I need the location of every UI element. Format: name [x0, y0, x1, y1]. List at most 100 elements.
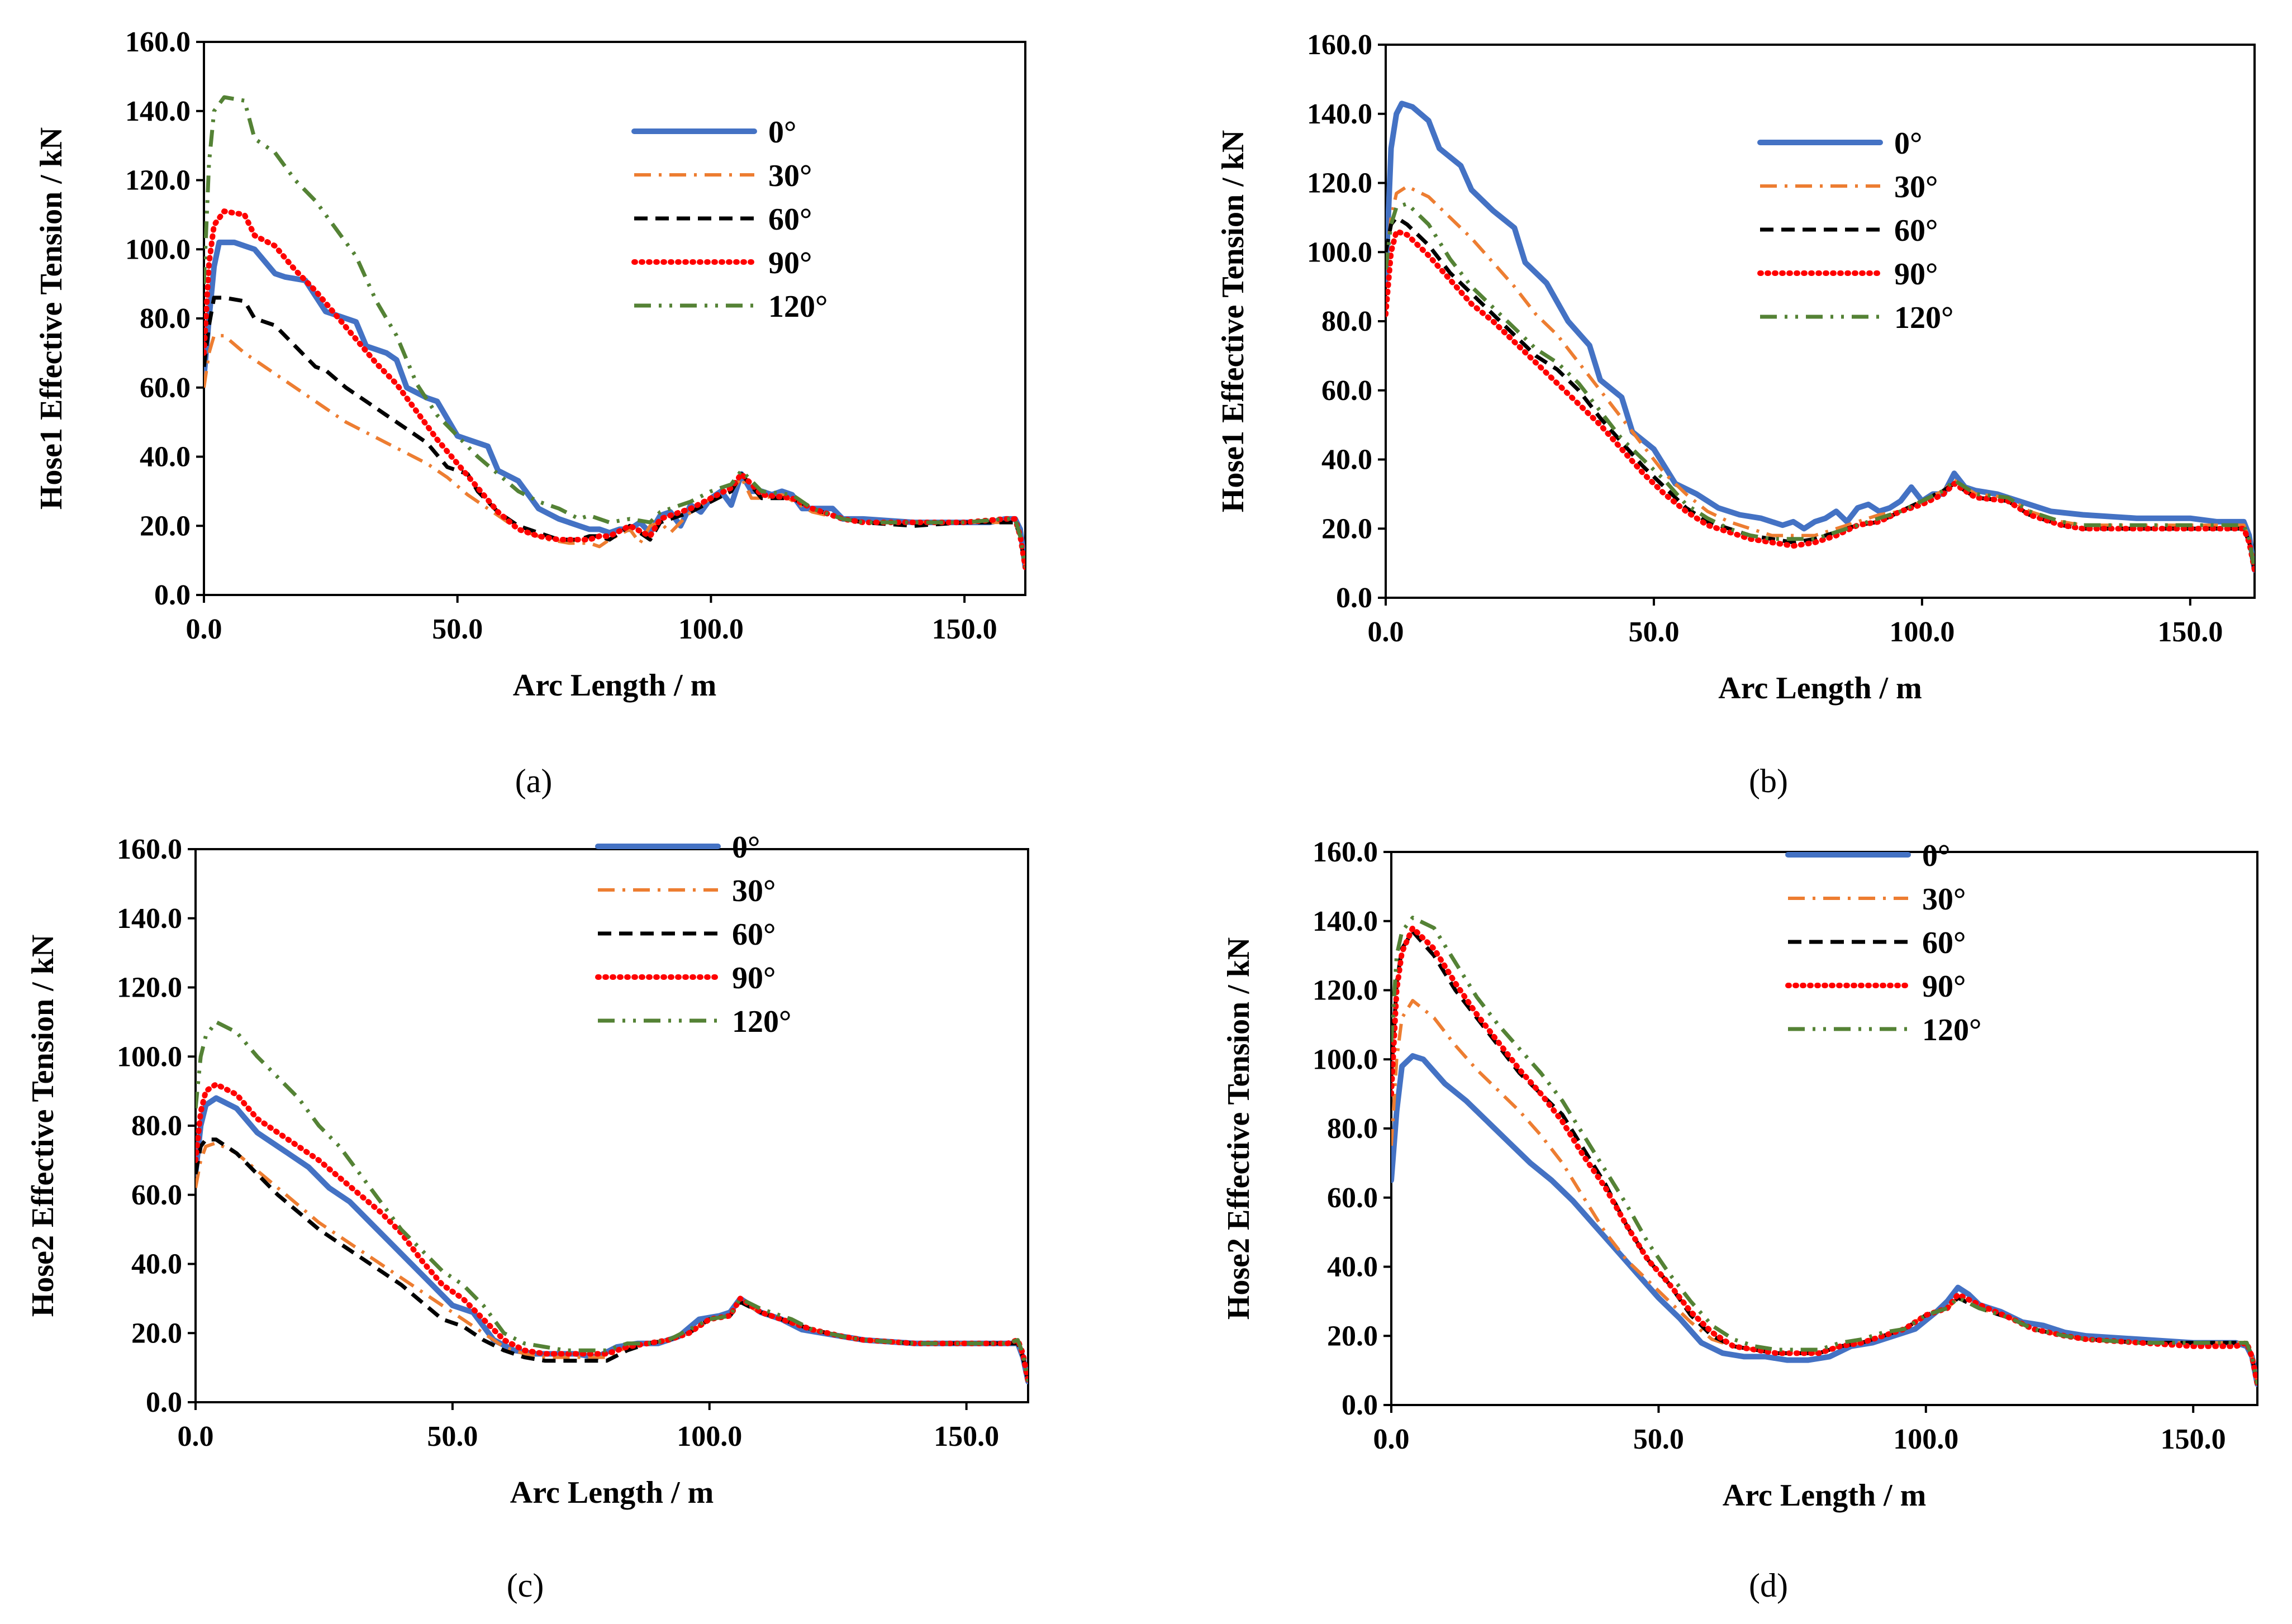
- legend: 0° 30° 60° 90° 120°: [595, 830, 791, 1039]
- series-line-120deg: [196, 1020, 1028, 1382]
- x-tick-label: 0.0: [1368, 616, 1404, 648]
- x-axis-label: Arc Length / m: [1723, 1478, 1927, 1513]
- panel-caption: (d): [1749, 1567, 1788, 1604]
- y-axis-label: Hose1 Effective Tension / kN: [1216, 130, 1250, 512]
- y-tick-label: 60.0: [131, 1179, 182, 1211]
- x-tick-label: 0.0: [186, 613, 222, 645]
- legend-label: 60°: [1894, 213, 1938, 248]
- series-line-90deg: [1386, 228, 2255, 573]
- panel-b: 0.0 20.0 40.0 60.0 80.0 100.0 120.0 140.0 160.0 0…: [1216, 29, 2256, 799]
- y-tick-label: 120.0: [117, 972, 182, 1004]
- series-line-0deg: [1391, 1053, 2257, 1387]
- legend-label: 120°: [768, 289, 828, 324]
- x-axis-label: Arc Length / m: [513, 668, 717, 703]
- legend-label: 60°: [1922, 926, 1966, 960]
- y-axis-label: Hose2 Effective Tension / kN: [1221, 937, 1256, 1320]
- legend-label: 0°: [1894, 126, 1922, 161]
- series-group: [204, 95, 1025, 570]
- legend-label: 30°: [1922, 882, 1966, 917]
- legend-label: 90°: [1922, 969, 1966, 1004]
- x-tick-label: 100.0: [677, 1421, 742, 1452]
- y-tick-label: 80.0: [131, 1110, 182, 1142]
- x-tick-label: 100.0: [1889, 616, 1955, 648]
- series-line-30deg: [204, 334, 1025, 568]
- y-tick-label: 160.0: [1313, 836, 1378, 868]
- y-tick-label: 60.0: [1321, 375, 1372, 407]
- x-tick-label: 150.0: [932, 613, 997, 645]
- legend-label: 90°: [732, 961, 776, 996]
- panel-a: 0.0 20.0 40.0 60.0 80.0 100.0 120.0 140.0 160.0 0…: [34, 26, 1026, 799]
- legend-label: 30°: [1894, 170, 1938, 204]
- legend: 0° 30° 60° 90° 120°: [1785, 839, 1981, 1047]
- series-line-90deg: [204, 208, 1025, 570]
- series-line-120deg: [204, 95, 1025, 568]
- legend-label: 60°: [768, 202, 812, 237]
- panel-caption: (b): [1749, 763, 1788, 799]
- x-tick-label: 50.0: [432, 613, 483, 645]
- y-tick-label: 80.0: [1327, 1113, 1378, 1145]
- legend-label: 30°: [768, 159, 812, 193]
- x-tick-label: 150.0: [2161, 1423, 2226, 1455]
- y-tick-label: 120.0: [1313, 975, 1378, 1007]
- legend: 0° 30° 60° 90° 120°: [1757, 126, 1953, 335]
- plot-frame: [1390, 851, 2258, 1406]
- y-tick-label: 80.0: [1321, 306, 1372, 337]
- y-tick-label: 60.0: [1327, 1182, 1378, 1214]
- y-tick-label: 0.0: [1336, 582, 1372, 614]
- legend-label: 30°: [732, 874, 776, 908]
- y-tick-label: 0.0: [1342, 1389, 1378, 1421]
- y-tick-label: 100.0: [1313, 1044, 1378, 1075]
- y-tick-label: 100.0: [1307, 236, 1372, 268]
- panel-d: 0.0 20.0 40.0 60.0 80.0 100.0 120.0 140.0 160.0 0…: [1221, 836, 2258, 1604]
- series-line-120deg: [1391, 916, 2257, 1385]
- panel-caption: (a): [515, 763, 553, 799]
- y-tick-label: 100.0: [125, 234, 191, 265]
- x-tick-label: 150.0: [2157, 616, 2223, 648]
- y-tick-label: 20.0: [131, 1317, 182, 1349]
- legend-label: 60°: [732, 917, 776, 952]
- y-tick-label: 0.0: [154, 579, 191, 611]
- series-line-0deg: [196, 1095, 1028, 1384]
- x-tick-label: 100.0: [678, 613, 744, 645]
- y-tick-label: 80.0: [140, 303, 191, 335]
- y-tick-label: 160.0: [1307, 29, 1372, 61]
- y-tick-label: 20.0: [140, 510, 191, 542]
- series-line-60deg: [1391, 929, 2257, 1385]
- y-axis-label: Hose1 Effective Tension / kN: [34, 127, 69, 509]
- x-tick-label: 0.0: [1373, 1423, 1410, 1455]
- series-line-30deg: [1391, 999, 2257, 1385]
- y-tick-label: 140.0: [1313, 906, 1378, 937]
- panel-caption: (c): [507, 1567, 544, 1604]
- x-axis-label: Arc Length / m: [1718, 671, 1922, 706]
- legend-label: 0°: [768, 115, 796, 150]
- y-tick-label: 40.0: [131, 1249, 182, 1280]
- plot-frame: [203, 41, 1026, 596]
- y-tick-label: 120.0: [1307, 168, 1372, 199]
- series-group: [1391, 916, 2257, 1387]
- x-tick-label: 100.0: [1893, 1423, 1958, 1455]
- y-tick-label: 20.0: [1327, 1320, 1378, 1352]
- series-line-30deg: [1386, 184, 2255, 571]
- y-tick-label: 140.0: [1307, 98, 1372, 130]
- y-tick-label: 140.0: [117, 903, 182, 935]
- series-line-90deg: [196, 1081, 1028, 1384]
- y-axis-label: Hose2 Effective Tension / kN: [26, 935, 60, 1317]
- legend-label: 120°: [1894, 301, 1953, 335]
- series-group: [196, 1020, 1028, 1384]
- series-line-0deg: [1386, 101, 2255, 573]
- legend-label: 90°: [1894, 257, 1938, 292]
- x-tick-label: 150.0: [934, 1421, 999, 1452]
- y-tick-label: 0.0: [146, 1387, 182, 1418]
- legend-label: 0°: [1922, 839, 1950, 873]
- series-line-60deg: [204, 296, 1025, 568]
- x-tick-label: 50.0: [1633, 1423, 1684, 1455]
- y-tick-label: 160.0: [125, 26, 191, 58]
- legend-label: 120°: [732, 1004, 791, 1039]
- legend-label: 0°: [732, 830, 760, 865]
- series-group: [1386, 101, 2255, 573]
- y-tick-label: 100.0: [117, 1041, 182, 1073]
- x-tick-label: 0.0: [178, 1421, 214, 1452]
- x-tick-label: 50.0: [427, 1421, 478, 1452]
- y-tick-label: 60.0: [140, 372, 191, 404]
